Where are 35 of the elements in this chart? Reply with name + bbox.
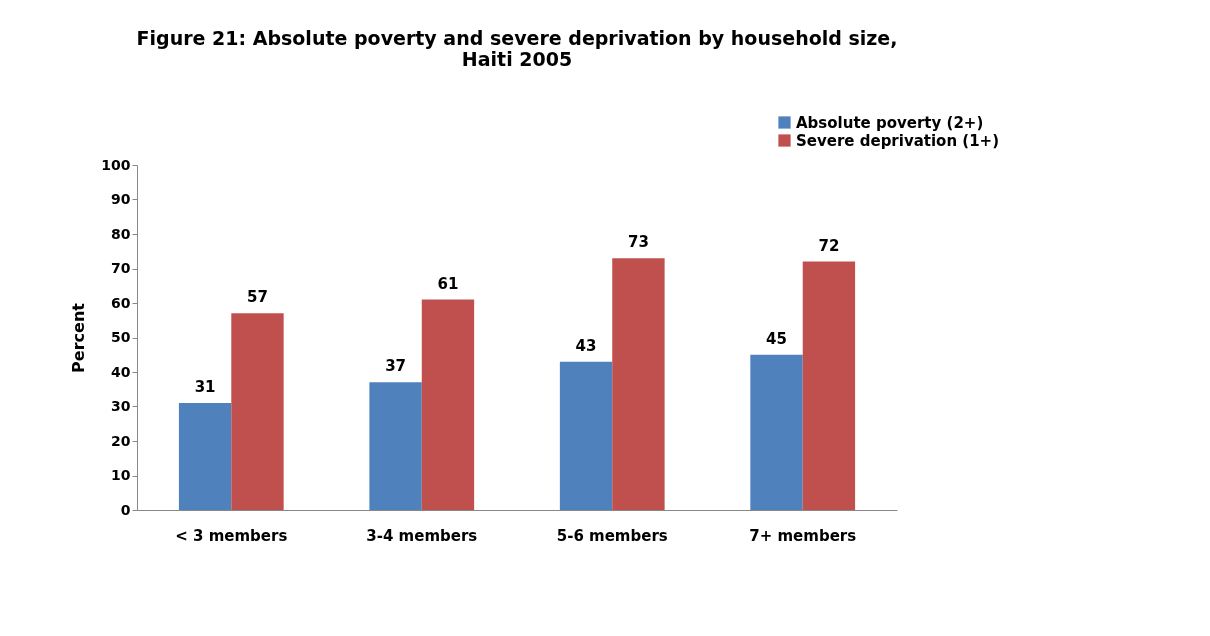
- y-tick-label: 50: [111, 329, 131, 345]
- y-axis-title: Percent: [69, 302, 89, 373]
- data-label: 57: [247, 288, 268, 307]
- bar: [369, 382, 422, 510]
- data-label: 72: [818, 236, 840, 255]
- data-label: 61: [437, 274, 459, 293]
- x-tick-label: 5-6 members: [556, 526, 668, 545]
- y-tick-label: 20: [111, 432, 131, 449]
- legend-label: Severe deprivation (1+): [796, 131, 1000, 150]
- bar: [421, 299, 475, 510]
- y-tick-label: 100: [101, 156, 131, 173]
- data-label: 45: [766, 329, 787, 348]
- y-tick-label: 70: [111, 260, 131, 276]
- x-tick-label: 3-4 members: [366, 526, 478, 545]
- y-tick-label: 0: [120, 501, 131, 518]
- bar: [559, 361, 613, 510]
- bar: [612, 258, 665, 510]
- x-tick-label: < 3 members: [175, 526, 288, 545]
- data-label: 31: [194, 378, 216, 397]
- bar: [178, 403, 232, 510]
- y-tick-label: 60: [111, 294, 131, 311]
- y-tick-label: 30: [111, 398, 131, 414]
- legend-label: Absolute poverty (2+): [796, 113, 984, 132]
- y-tick-label: 80: [111, 225, 131, 242]
- bar: [802, 261, 856, 510]
- y-tick-label: 10: [111, 467, 131, 483]
- data-label: 37: [385, 357, 407, 376]
- bar: [750, 354, 803, 510]
- chart-title: Figure 21: Absolute poverty and severe deprivation by household size, Haiti 2005: [136, 27, 898, 70]
- y-tick-label: 40: [111, 363, 131, 380]
- y-tick-label: 90: [111, 191, 131, 207]
- bar: [231, 313, 284, 510]
- x-tick-label: 7+ members: [749, 526, 857, 545]
- data-label: 43: [575, 336, 597, 355]
- data-label: 73: [627, 233, 649, 252]
